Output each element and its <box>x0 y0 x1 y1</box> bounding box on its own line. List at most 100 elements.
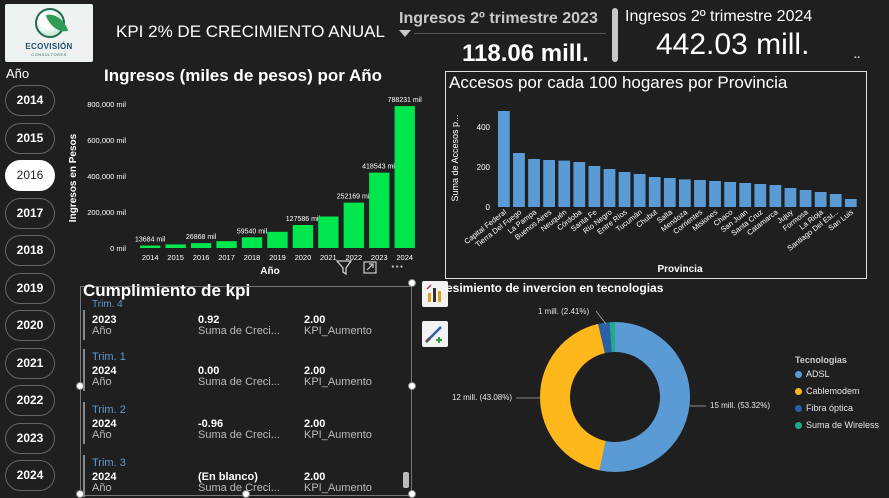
legend-item[interactable]: Cablemodem <box>795 386 860 396</box>
bar-provincia[interactable] <box>739 183 752 207</box>
card-scrollbar[interactable] <box>612 8 618 62</box>
trim-label[interactable]: Trim. 3 <box>92 457 126 469</box>
bar-provincia[interactable] <box>754 184 767 207</box>
resize-handle[interactable] <box>242 490 250 498</box>
row-kpi: 2.00 <box>304 314 326 326</box>
bar-provincia[interactable] <box>498 111 510 207</box>
trim-label[interactable]: Trim. 2 <box>92 404 126 416</box>
format-paint-button[interactable] <box>422 321 448 347</box>
year-button-2019[interactable]: 2019 <box>5 272 55 304</box>
bar-provincia[interactable] <box>603 169 616 207</box>
year-button-2020[interactable]: 2020 <box>5 310 55 341</box>
bar-2014[interactable] <box>140 245 161 248</box>
ingresos-bar-chart: Ingresos en Pesos 0 mil 200,000 mil 400,000… <box>68 97 422 277</box>
more-options-icon[interactable]: ··· <box>391 259 404 274</box>
x-tick-label: 2016 <box>193 253 210 262</box>
bar-2015[interactable] <box>165 244 186 248</box>
resize-handle[interactable] <box>76 490 84 498</box>
focus-mode-icon[interactable] <box>363 261 377 274</box>
drag-handle-icon[interactable]: ⠒ <box>853 53 862 65</box>
bar-provincia[interactable] <box>573 162 586 207</box>
bar-provincia[interactable] <box>528 159 540 207</box>
bar-2020[interactable] <box>292 225 314 248</box>
bar-2018[interactable] <box>241 237 263 248</box>
bar-provincia[interactable] <box>618 172 631 207</box>
filter-icon[interactable] <box>336 260 353 276</box>
table-scrollbar[interactable] <box>403 472 409 488</box>
bar-provincia[interactable] <box>543 160 556 207</box>
donut-slice-adsl[interactable] <box>599 322 690 472</box>
x-tick-label: 2020 <box>295 253 312 262</box>
legend-title: Tecnologias <box>795 355 847 365</box>
data-label: 127586 mil <box>286 216 321 223</box>
y-tick-label: 200,000 mil <box>87 208 126 217</box>
legend-item[interactable]: Suma de Wireless <box>795 420 879 430</box>
resize-handle[interactable] <box>408 490 416 498</box>
bar-provincia[interactable] <box>694 180 706 207</box>
bar-provincia[interactable] <box>799 190 812 207</box>
bar-provincia[interactable] <box>769 185 782 207</box>
chart-format-button[interactable] <box>422 281 448 307</box>
year-button-2014[interactable]: 2014 <box>5 85 55 116</box>
row-kpi-label: KPI_Aumento <box>304 429 372 441</box>
year-button-2024[interactable]: 2024 <box>5 460 55 491</box>
x-tick-label: 2018 <box>244 253 261 262</box>
visual-toolbar: ··· <box>336 259 404 276</box>
x-tick-label: 2017 <box>218 253 235 262</box>
year-button-2015[interactable]: 2015 <box>5 122 55 154</box>
donut-slice-fibra-óptica[interactable] <box>598 322 612 354</box>
bar-provincia[interactable] <box>588 166 601 207</box>
bar-provincia[interactable] <box>784 188 797 207</box>
bar-provincia[interactable] <box>724 182 737 207</box>
y-tick-label: 400,000 mil <box>87 172 126 181</box>
donut-slice-cablemodem[interactable] <box>539 323 606 471</box>
bar-2021[interactable] <box>318 216 339 249</box>
bar-2016[interactable] <box>190 243 212 248</box>
bar-2019[interactable] <box>267 231 288 248</box>
trim-label-partial: Trim. 4 <box>92 299 123 310</box>
row-year-label: Año <box>92 429 112 441</box>
row-year: 2024 <box>92 365 117 377</box>
resize-handle[interactable] <box>408 382 416 390</box>
provincia-chart-title: Accesos por cada 100 hogares por Provinc… <box>449 73 788 92</box>
bar-provincia[interactable] <box>829 194 842 207</box>
row-value-label: Suma de Creci... <box>198 376 280 388</box>
bar-2023[interactable] <box>369 172 390 248</box>
year-button-2018[interactable]: 2018 <box>5 235 55 266</box>
x-tick-label: 2023 <box>371 253 388 262</box>
y-tick-label: 400 <box>477 123 491 132</box>
bar-provincia[interactable] <box>814 192 827 207</box>
year-button-2016[interactable]: 2016 <box>5 160 55 191</box>
bar-provincia[interactable] <box>679 179 691 207</box>
donut-slice-suma-de-wireless[interactable] <box>609 322 615 353</box>
bar-provincia[interactable] <box>844 199 857 207</box>
card-2023-title: Ingresos 2º trimestre 2023 <box>399 10 598 27</box>
legend-item[interactable]: Fibra óptica <box>795 403 853 413</box>
hierarchy-line <box>83 455 85 497</box>
bar-provincia[interactable] <box>648 177 661 207</box>
bar-2024[interactable] <box>394 106 415 248</box>
year-button-2017[interactable]: 2017 <box>5 197 55 229</box>
y-tick-label: 600,000 mil <box>87 136 126 145</box>
legend-label: ADSL <box>806 369 830 379</box>
dropdown-caret-icon[interactable] <box>399 30 411 37</box>
resize-handle[interactable] <box>408 279 416 287</box>
row-year: 2024 <box>92 471 117 483</box>
bar-provincia[interactable] <box>513 153 525 207</box>
trim-label[interactable]: Trim. 1 <box>92 351 126 363</box>
bar-2017[interactable] <box>216 241 237 248</box>
year-button-2021[interactable]: 2021 <box>5 347 55 379</box>
row-kpi-label: KPI_Aumento <box>304 376 372 388</box>
legend-item[interactable]: ADSL <box>795 369 830 379</box>
year-button-2023[interactable]: 2023 <box>5 422 55 454</box>
bar-provincia[interactable] <box>663 178 676 207</box>
bar-provincia[interactable] <box>709 181 721 207</box>
bar-2022[interactable] <box>343 202 364 248</box>
year-button-2022[interactable]: 2022 <box>5 385 55 416</box>
bar-provincia[interactable] <box>558 160 571 207</box>
bar-provincia[interactable] <box>633 174 646 207</box>
y-axis-label: Ingresos en Pesos <box>68 133 79 222</box>
resize-handle[interactable] <box>76 382 84 390</box>
donut-chart-title: esimiento de invercion en tecnologias <box>446 281 664 295</box>
donut-data-label: 12 mill. (43.08%) <box>452 393 512 402</box>
